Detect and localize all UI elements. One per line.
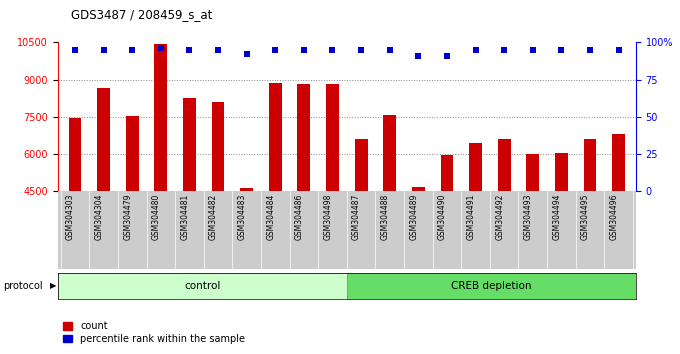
Text: control: control	[184, 281, 220, 291]
Text: GSM304493: GSM304493	[524, 194, 533, 240]
Text: GSM304496: GSM304496	[610, 194, 619, 240]
Bar	[126, 116, 139, 191]
Point	[184, 47, 195, 53]
Point	[241, 52, 252, 57]
Text: protocol: protocol	[3, 281, 43, 291]
Text: ▶: ▶	[50, 281, 56, 290]
Bar	[384, 115, 396, 191]
Bar	[154, 44, 167, 191]
Bar	[69, 118, 82, 191]
Text: GSM304494: GSM304494	[552, 194, 562, 240]
Point	[213, 47, 224, 53]
Text: GSM304483: GSM304483	[237, 194, 247, 240]
Text: GSM304487: GSM304487	[352, 194, 361, 240]
Point	[528, 47, 539, 53]
Point	[384, 47, 395, 53]
Point	[69, 47, 80, 53]
Text: GSM304481: GSM304481	[180, 194, 190, 240]
Point	[327, 47, 338, 53]
Text: GSM304480: GSM304480	[152, 194, 160, 240]
Point	[470, 47, 481, 53]
Bar	[240, 188, 253, 191]
Text: GSM304498: GSM304498	[324, 194, 333, 240]
Text: GSM304488: GSM304488	[381, 194, 390, 240]
Bar	[583, 139, 596, 191]
Point	[98, 47, 109, 53]
Point	[126, 47, 137, 53]
Point	[585, 47, 596, 53]
Point	[155, 46, 166, 51]
Bar	[326, 84, 339, 191]
Bar	[347, 273, 636, 299]
Point	[356, 47, 367, 53]
Bar	[211, 102, 224, 191]
Text: GSM304303: GSM304303	[66, 194, 75, 240]
Point	[299, 47, 309, 53]
Bar	[183, 98, 196, 191]
Bar	[355, 139, 368, 191]
Bar	[297, 84, 310, 191]
Point	[270, 47, 281, 53]
Point	[613, 47, 624, 53]
Point	[556, 47, 567, 53]
Bar	[412, 187, 425, 191]
Bar	[612, 134, 625, 191]
Text: GSM304490: GSM304490	[438, 194, 447, 240]
Text: GSM304479: GSM304479	[123, 194, 132, 240]
Bar	[58, 273, 347, 299]
Bar	[555, 154, 568, 191]
Text: GSM304304: GSM304304	[95, 194, 103, 240]
Bar	[498, 139, 511, 191]
Legend: count, percentile rank within the sample: count, percentile rank within the sample	[63, 321, 245, 344]
Text: GSM304484: GSM304484	[267, 194, 275, 240]
Text: GSM304486: GSM304486	[295, 194, 304, 240]
Text: GSM304491: GSM304491	[466, 194, 475, 240]
Bar	[97, 88, 110, 191]
Text: GSM304489: GSM304489	[409, 194, 418, 240]
Bar	[269, 84, 282, 191]
Text: GSM304495: GSM304495	[581, 194, 590, 240]
Bar	[469, 143, 482, 191]
Text: GSM304482: GSM304482	[209, 194, 218, 240]
Bar	[441, 155, 454, 191]
Point	[498, 47, 509, 53]
Text: GSM304492: GSM304492	[495, 194, 504, 240]
Text: CREB depletion: CREB depletion	[451, 281, 532, 291]
Point	[413, 53, 424, 59]
Bar	[526, 154, 539, 191]
Point	[441, 53, 452, 59]
Text: GDS3487 / 208459_s_at: GDS3487 / 208459_s_at	[71, 8, 213, 21]
